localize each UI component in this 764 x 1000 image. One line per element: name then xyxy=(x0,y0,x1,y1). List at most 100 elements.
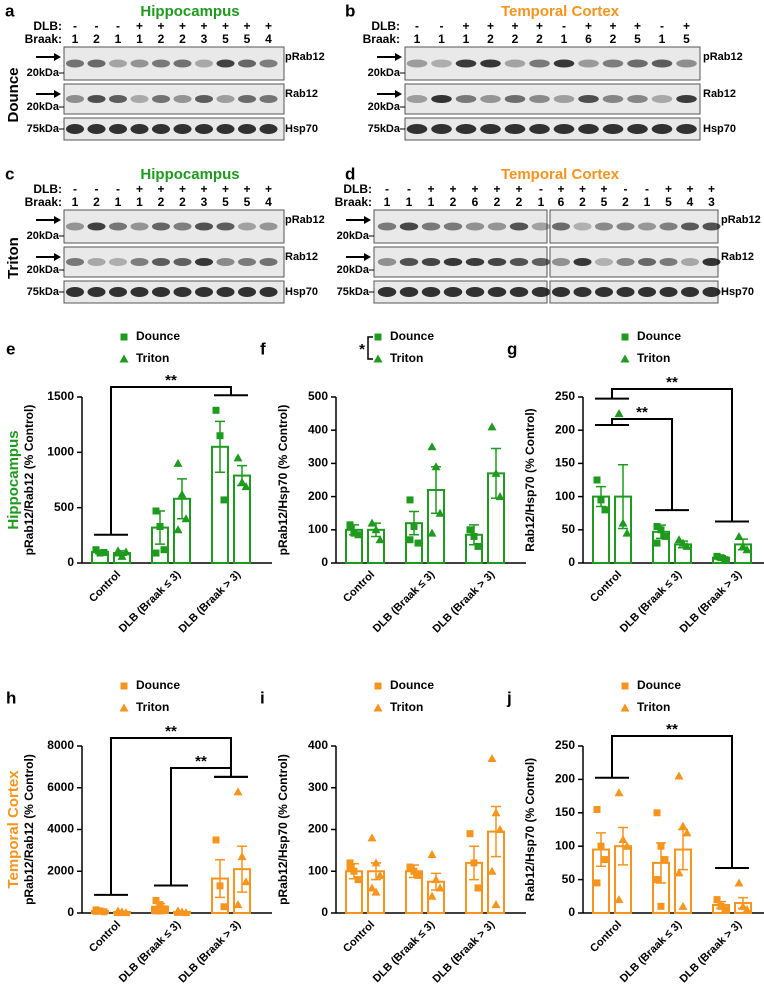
dlb-label: DLB: xyxy=(371,19,400,33)
blot-band xyxy=(659,287,678,297)
braak-stage: 5 xyxy=(222,195,229,209)
blot-band xyxy=(421,258,441,266)
blot-band xyxy=(377,287,397,297)
blot-band xyxy=(259,59,278,68)
data-point xyxy=(427,442,437,451)
blot-band xyxy=(627,124,648,134)
data-point xyxy=(431,875,441,884)
dlb-status: - xyxy=(660,19,664,33)
data-point xyxy=(466,526,474,534)
data-point xyxy=(410,867,418,875)
blot-band xyxy=(651,59,673,68)
y-tick-label: 150 xyxy=(555,456,575,470)
data-point xyxy=(160,546,168,554)
data-point xyxy=(156,522,164,530)
dlb-status: - xyxy=(95,19,99,33)
blot-band xyxy=(602,124,624,134)
blot-band xyxy=(65,287,85,297)
dlb-status: + xyxy=(634,19,641,33)
data-point xyxy=(220,903,228,911)
blot-band xyxy=(406,59,428,68)
y-tick-label: 50 xyxy=(562,522,576,536)
blot-band xyxy=(627,95,648,103)
data-point xyxy=(410,522,418,530)
mw-marker: 20kDa xyxy=(368,67,401,79)
blot-band xyxy=(130,222,149,231)
data-point xyxy=(414,539,422,547)
blot-band xyxy=(573,222,592,231)
legend-bracket xyxy=(367,336,373,360)
blot-band xyxy=(377,258,397,266)
band-arrow-head xyxy=(395,53,402,61)
dlb-status: + xyxy=(179,182,186,196)
mw-marker: 20kDa xyxy=(27,264,60,276)
braak-stage: 1 xyxy=(659,32,666,46)
blot-band xyxy=(216,258,235,266)
legend-marker xyxy=(620,354,630,363)
blot-band xyxy=(421,287,441,297)
blot-band xyxy=(173,222,192,231)
data-point xyxy=(674,868,684,877)
legend-label: Dounce xyxy=(390,678,434,692)
braak-stage: 2 xyxy=(512,32,519,46)
y-tick-label: 0 xyxy=(568,905,575,919)
x-tick-label: DLB (Braak > 3) xyxy=(678,918,745,985)
mw-marker: 75kDa xyxy=(27,286,60,298)
mw-marker: 20kDa xyxy=(337,230,370,242)
blot-band xyxy=(237,222,257,231)
braak-stage: 5 xyxy=(244,195,251,209)
data-point xyxy=(614,409,624,418)
dlb-status: + xyxy=(222,19,229,33)
data-point xyxy=(346,521,354,529)
blot-band xyxy=(487,287,507,297)
dlb-status: - xyxy=(645,182,649,196)
blot-band xyxy=(194,258,214,266)
panel-letter: c xyxy=(5,164,14,183)
braak-stage: 1 xyxy=(561,32,568,46)
braak-stage: 2 xyxy=(487,32,494,46)
y-tick-label: 2000 xyxy=(47,863,74,877)
dlb-status: + xyxy=(708,182,715,196)
data-point xyxy=(593,879,601,887)
blot-band xyxy=(573,258,592,266)
blot-band xyxy=(676,59,697,68)
dlb-status: + xyxy=(200,19,207,33)
blot-band xyxy=(173,258,192,266)
braak-stage: 4 xyxy=(265,195,272,209)
legend-label: Triton xyxy=(136,700,169,714)
blot-band xyxy=(578,124,599,134)
blot-band xyxy=(194,95,214,103)
data-point xyxy=(406,496,414,504)
legend-label: Dounce xyxy=(637,329,681,343)
error-bar xyxy=(618,463,628,530)
braak-stage: 3 xyxy=(201,32,208,46)
blot-band xyxy=(616,222,635,231)
braak-stage: 3 xyxy=(708,195,715,209)
y-tick-label: 250 xyxy=(555,738,575,752)
braak-stage: 1 xyxy=(438,32,445,46)
blot-band xyxy=(659,258,678,266)
data-point xyxy=(721,906,729,914)
data-point xyxy=(597,842,605,850)
band-arrow-head xyxy=(54,90,61,98)
blot-band xyxy=(87,95,106,103)
data-point xyxy=(466,830,474,838)
dlb-status: + xyxy=(136,19,143,33)
blot-band xyxy=(602,59,624,68)
band-arrow-head xyxy=(54,253,61,261)
data-point xyxy=(491,808,501,817)
blot-band xyxy=(406,95,428,103)
dlb-status: + xyxy=(493,182,500,196)
dlb-status: - xyxy=(624,182,628,196)
braak-stage: 1 xyxy=(463,32,470,46)
x-tick-label: DLB (Braak ≤ 3) xyxy=(117,918,184,985)
blot-band xyxy=(87,124,106,134)
blot-band xyxy=(616,287,635,297)
data-point xyxy=(653,522,661,530)
braak-stage: 6 xyxy=(558,195,565,209)
blot-band xyxy=(151,124,171,134)
legend-marker xyxy=(374,333,382,341)
y-tick-label: 300 xyxy=(308,780,328,794)
blot-band xyxy=(659,222,678,231)
y-tick-label: 400 xyxy=(308,422,328,436)
